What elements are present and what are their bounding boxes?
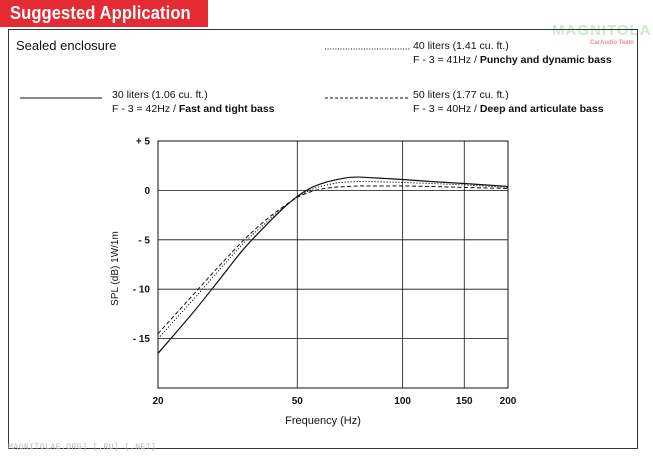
brand-logo-text: MAGNITOLA [552,22,652,39]
y-tick-label: - 5 [138,235,150,246]
legend-swatch-50l [325,97,409,99]
legend-label-30l: 30 liters (1.06 cu. ft.) [112,89,208,101]
watermark: MAGNITOLAE.ORG] [.RU] [.NET] [8,443,157,452]
x-tick-label: 200 [500,396,517,407]
y-tick-label: - 10 [133,285,151,296]
brand-logo: MAGNITOLA CarAudio Team [550,22,651,50]
header-bar: Suggested Application [0,0,208,27]
legend-label-40l: 40 liters (1.41 cu. ft.) [413,40,509,52]
series-line-0 [157,176,509,354]
chart-panel [8,29,638,449]
series-line-2 [157,185,509,334]
legend-swatch-30l [20,97,102,99]
legend-item-40l: 40 liters (1.41 cu. ft.) F - 3 = 41Hz / … [413,39,612,67]
x-tick-label: 50 [292,396,304,407]
page-title: Suggested Application [10,3,191,23]
y-tick-label: + 5 [136,137,151,148]
legend-descriptor-50l: F - 3 = 40Hz / Deep and articulate bass [413,103,604,115]
y-tick-label: - 15 [133,334,151,345]
y-axis-label: SPL (dB) 1W/1m [110,231,121,306]
legend-label-50l: 50 liters (1.77 cu. ft.) [413,89,509,101]
chart-title: Sealed enclosure [16,38,117,53]
x-tick-label: 100 [394,396,411,407]
series-line-1 [157,180,509,339]
x-tick-label: 150 [456,396,473,407]
legend-descriptor-40l: F - 3 = 41Hz / Punchy and dynamic bass [413,54,612,66]
x-tick-label: 20 [152,396,164,407]
y-tick-label: 0 [144,186,150,197]
plot-frame [157,140,509,389]
legend-item-50l: 50 liters (1.77 cu. ft.) F - 3 = 40Hz / … [413,88,604,116]
legend-item-30l: 30 liters (1.06 cu. ft.) F - 3 = 42Hz / … [112,88,275,116]
brand-logo-subtext: CarAudio Team [590,40,634,46]
legend-descriptor-30l: F - 3 = 42Hz / Fast and tight bass [112,103,275,115]
x-axis-label: Frequency (Hz) [285,415,361,427]
